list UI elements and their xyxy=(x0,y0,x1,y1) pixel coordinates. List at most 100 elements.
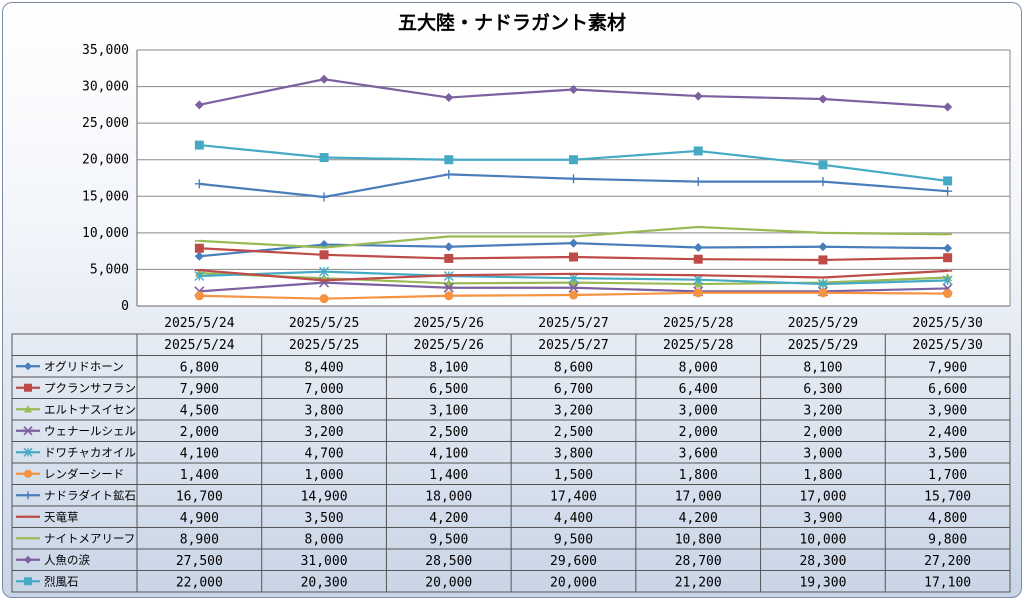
data-point xyxy=(24,405,32,413)
table-value-cell: 8,600 xyxy=(554,360,593,375)
data-point xyxy=(569,290,578,300)
table-value-cell: 3,500 xyxy=(305,511,344,526)
table-value-cell: 19,300 xyxy=(799,575,846,590)
table-value-cell: 4,800 xyxy=(928,511,967,526)
data-point xyxy=(942,275,953,286)
table-value-cell: 20,000 xyxy=(425,575,472,590)
legend-label: ナドラダイト鉱石 xyxy=(44,488,136,502)
series-8 xyxy=(194,269,953,282)
table-value-cell: 3,600 xyxy=(679,446,718,461)
y-tick-label: 10,000 xyxy=(82,226,129,241)
data-point xyxy=(319,153,329,163)
data-point xyxy=(569,238,578,248)
series-10 xyxy=(194,74,953,112)
table-header-cell: 2025/5/24 xyxy=(164,338,235,353)
x-tick-label: 2025/5/30 xyxy=(912,316,982,331)
data-point xyxy=(943,243,953,253)
table-value-cell: 6,300 xyxy=(803,382,842,397)
data-point xyxy=(194,243,204,253)
data-point xyxy=(444,169,454,179)
table-value-cell: 1,400 xyxy=(180,468,219,483)
table-value-cell: 2,400 xyxy=(928,425,967,440)
data-point xyxy=(319,250,329,260)
data-point xyxy=(693,177,703,187)
data-point xyxy=(194,251,204,261)
series-5 xyxy=(194,266,953,290)
table-value-cell: 7,900 xyxy=(928,360,967,375)
data-point xyxy=(943,176,953,186)
legend-label: ウェナールシェル xyxy=(44,424,136,438)
table-value-cell: 27,200 xyxy=(924,554,971,569)
legend-label: プクランサフラン xyxy=(44,381,136,395)
axes: 0 5,000 10,000 15,000 20,000 25,000 30,000 35,0… xyxy=(82,43,1011,331)
table-value-cell: 1,700 xyxy=(928,468,967,483)
legend-key xyxy=(16,555,40,564)
table-value-cell: 4,500 xyxy=(180,403,219,418)
series-6 xyxy=(194,288,953,304)
data-table: 2025/5/24 2025/5/25 2025/5/26 2025/5/27 2025… xyxy=(11,333,1011,593)
table-value-cell: 7,000 xyxy=(305,382,344,397)
data-point xyxy=(23,447,33,457)
data-point xyxy=(319,294,329,304)
table-value-cell: 3,000 xyxy=(679,403,718,418)
table-value-cell: 3,900 xyxy=(803,511,842,526)
table-value-cell: 17,400 xyxy=(550,489,597,504)
legend-label: 人魚の涙 xyxy=(44,553,90,567)
table-value-cell: 1,500 xyxy=(554,468,593,483)
table-value-cell: 6,600 xyxy=(928,382,967,397)
legend-label: オグリドホーン xyxy=(44,359,124,373)
table-value-cell: 3,800 xyxy=(554,446,593,461)
data-point xyxy=(194,271,205,282)
table-value-cell: 20,300 xyxy=(301,575,348,590)
x-tick-label: 2025/5/29 xyxy=(788,316,858,331)
data-point xyxy=(319,192,329,202)
data-point xyxy=(568,282,579,293)
table-value-cell: 4,100 xyxy=(429,446,468,461)
series-1 xyxy=(194,238,953,261)
table-value-cell: 3,200 xyxy=(554,403,593,418)
series-lines xyxy=(194,74,953,304)
table-value-cell: 28,700 xyxy=(675,554,722,569)
data-point xyxy=(817,279,828,290)
table-value-cell: 8,000 xyxy=(679,360,718,375)
y-tick-label: 30,000 xyxy=(82,80,129,95)
x-tick-label: 2025/5/26 xyxy=(414,316,484,331)
data-point xyxy=(818,160,828,170)
data-point xyxy=(943,186,953,196)
data-point xyxy=(693,91,703,101)
y-tick-label: 35,000 xyxy=(82,43,129,58)
data-point xyxy=(818,177,828,187)
data-point xyxy=(943,102,953,112)
table-value-cell: 14,900 xyxy=(301,489,348,504)
table-value-cell: 3,500 xyxy=(928,446,967,461)
data-point xyxy=(194,100,204,110)
table-value-cell: 3,800 xyxy=(305,403,344,418)
y-tick-label: 5,000 xyxy=(90,262,129,277)
table-value-cell: 3,900 xyxy=(928,403,967,418)
table-header-cell: 2025/5/26 xyxy=(414,338,484,353)
data-point xyxy=(24,383,32,392)
data-point xyxy=(818,242,828,252)
legend-key xyxy=(16,469,40,478)
data-point xyxy=(24,491,32,500)
table-value-cell: 8,400 xyxy=(305,360,344,375)
table-header-cell: 2025/5/30 xyxy=(912,338,982,353)
legend-key xyxy=(16,405,40,413)
x-tick-label: 2025/5/24 xyxy=(164,316,235,331)
data-point xyxy=(444,291,454,301)
table-value-cell: 9,500 xyxy=(429,532,468,547)
data-point xyxy=(444,253,454,263)
table-header-cell: 2025/5/27 xyxy=(538,338,608,353)
table-value-cell: 4,700 xyxy=(305,446,344,461)
table-value-cell: 6,700 xyxy=(554,382,593,397)
legend-key xyxy=(16,491,40,500)
table-value-cell: 4,400 xyxy=(554,511,593,526)
table-header-cell: 2025/5/28 xyxy=(663,338,733,353)
table-value-cell: 2,000 xyxy=(180,425,219,440)
chart-title: 五大陸・ナドラガント素材 xyxy=(397,12,626,34)
table-value-cell: 29,600 xyxy=(550,554,597,569)
legend-key xyxy=(16,426,40,436)
table-value-cell: 17,100 xyxy=(924,575,971,590)
table-value-cell: 2,500 xyxy=(554,425,593,440)
table-header-cell: 2025/5/29 xyxy=(788,338,858,353)
